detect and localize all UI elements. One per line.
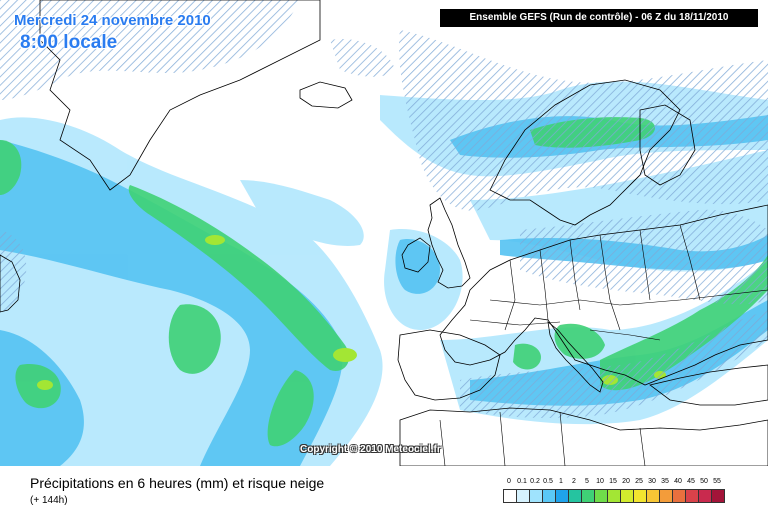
legend-swatches [503, 489, 755, 503]
lead-time: (+ 144h) [30, 495, 68, 506]
legend-swatch [542, 489, 556, 503]
iceland-outline [299, 81, 353, 109]
legend-swatch [607, 489, 621, 503]
finland-outline [639, 104, 696, 186]
legend-swatch [698, 489, 712, 503]
map-canvas [0, 0, 768, 466]
legend-swatch [685, 489, 699, 503]
map-footer: Précipitations en 6 heures (mm) et risqu… [0, 466, 768, 512]
scandinavia-outline [489, 79, 681, 226]
legend-swatch [711, 489, 725, 503]
legend-label: 0 [507, 478, 511, 485]
italy-outline [547, 321, 604, 393]
legend-swatch [594, 489, 608, 503]
legend-label: 30 [648, 478, 656, 485]
legend-label: 25 [635, 478, 643, 485]
legend-swatch [659, 489, 673, 503]
legend-label: 20 [622, 478, 630, 485]
legend-label: 10 [596, 478, 604, 485]
forecast-date: Mercredi 24 novembre 2010 [14, 12, 211, 29]
legend-swatch [672, 489, 686, 503]
legend-label: 2 [572, 478, 576, 485]
europe-outline [439, 204, 768, 386]
legend-swatch [646, 489, 660, 503]
legend-label: 5 [585, 478, 589, 485]
legend-swatch [568, 489, 582, 503]
legend-swatch [620, 489, 634, 503]
legend-swatch [555, 489, 569, 503]
ireland-outline [401, 237, 431, 273]
legend-labels: 0 0.1 0.2 0.5 1 2 5 10 15 20 25 30 35 40 45 50 55 [495, 478, 759, 488]
greenland-outline [39, 0, 321, 191]
legend-label: 1 [559, 478, 563, 485]
turkey-outline [649, 364, 768, 406]
field-title: Précipitations en 6 heures (mm) et risqu… [30, 475, 325, 491]
copyright-notice: Copyright © 2010 Meteociel.fr [300, 444, 441, 455]
precipitation-map: Mercredi 24 novembre 2010 8:00 locale En… [0, 0, 768, 466]
legend-label: 55 [713, 478, 721, 485]
snow-risk-hatching [0, 0, 768, 418]
precipitation-legend: 0 0.1 0.2 0.5 1 2 5 10 15 20 25 30 35 40 45 50 55 [495, 478, 759, 508]
labrador-outline [0, 254, 21, 313]
legend-label: 15 [609, 478, 617, 485]
legend-label: 35 [661, 478, 669, 485]
legend-label: 50 [700, 478, 708, 485]
legend-swatch [516, 489, 530, 503]
legend-swatch [503, 489, 517, 503]
legend-swatch [529, 489, 543, 503]
forecast-time: 8:00 locale [20, 32, 118, 53]
legend-label: 45 [687, 478, 695, 485]
legend-label: 0.2 [530, 478, 540, 485]
legend-label: 0.1 [517, 478, 527, 485]
legend-swatch [581, 489, 595, 503]
legend-label: 40 [674, 478, 682, 485]
model-run-info: Ensemble GEFS (Run de contrôle) - 06 Z d… [440, 9, 758, 27]
great-britain-outline [427, 197, 471, 289]
legend-label: 0.5 [543, 478, 553, 485]
country-borders [439, 224, 768, 466]
iberia-outline [397, 329, 501, 401]
legend-swatch [633, 489, 647, 503]
